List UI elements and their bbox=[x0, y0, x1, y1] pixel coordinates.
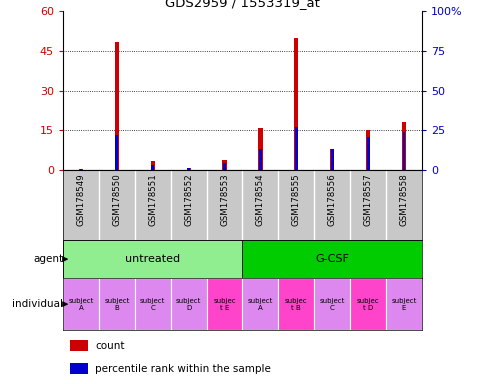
Bar bbox=[187, 168, 190, 170]
Text: subject
E: subject E bbox=[391, 298, 416, 311]
Text: GSM178550: GSM178550 bbox=[112, 174, 121, 227]
Bar bbox=[330, 149, 333, 170]
Bar bbox=[151, 161, 154, 170]
Bar bbox=[366, 137, 369, 170]
Text: GSM178555: GSM178555 bbox=[291, 174, 300, 227]
Text: untreated: untreated bbox=[125, 254, 180, 264]
Text: subjec
t D: subjec t D bbox=[356, 298, 378, 311]
Bar bbox=[294, 127, 297, 170]
Text: subjec
t B: subjec t B bbox=[285, 298, 307, 311]
Text: GSM178551: GSM178551 bbox=[148, 174, 157, 227]
Text: subject
C: subject C bbox=[319, 298, 344, 311]
Bar bbox=[242, 278, 278, 330]
Text: G-CSF: G-CSF bbox=[315, 254, 348, 264]
Text: GSM178554: GSM178554 bbox=[256, 174, 264, 227]
Bar bbox=[223, 163, 226, 170]
Text: subject
A: subject A bbox=[247, 298, 272, 311]
Bar bbox=[70, 363, 88, 374]
Bar bbox=[365, 131, 369, 170]
Bar bbox=[330, 149, 333, 170]
Bar bbox=[63, 278, 99, 330]
Text: GSM178553: GSM178553 bbox=[220, 174, 228, 227]
Text: GSM178558: GSM178558 bbox=[399, 174, 408, 227]
Bar bbox=[314, 278, 349, 330]
Bar bbox=[99, 278, 135, 330]
Bar bbox=[151, 165, 154, 170]
Text: individual: individual bbox=[12, 299, 63, 309]
Bar bbox=[294, 38, 298, 170]
Bar bbox=[115, 41, 119, 170]
Text: agent: agent bbox=[33, 254, 63, 264]
Bar bbox=[186, 167, 190, 170]
Bar bbox=[278, 278, 314, 330]
Bar bbox=[258, 149, 261, 170]
Title: GDS2959 / 1553319_at: GDS2959 / 1553319_at bbox=[165, 0, 319, 8]
Text: subject
A: subject A bbox=[68, 298, 93, 311]
Bar bbox=[385, 278, 421, 330]
Bar bbox=[79, 169, 83, 170]
Text: GSM178549: GSM178549 bbox=[76, 174, 85, 226]
Bar bbox=[258, 128, 262, 170]
Bar bbox=[401, 122, 405, 170]
Bar bbox=[70, 340, 88, 351]
Bar bbox=[222, 160, 226, 170]
Bar bbox=[63, 240, 242, 278]
Bar bbox=[79, 169, 82, 170]
Text: count: count bbox=[95, 341, 124, 351]
Bar bbox=[206, 278, 242, 330]
Text: GSM178557: GSM178557 bbox=[363, 174, 372, 227]
Text: GSM178556: GSM178556 bbox=[327, 174, 336, 227]
Text: GSM178552: GSM178552 bbox=[184, 174, 193, 227]
Bar bbox=[402, 132, 405, 170]
Bar bbox=[170, 278, 206, 330]
Bar bbox=[135, 278, 170, 330]
Text: subject
B: subject B bbox=[104, 298, 129, 311]
Text: percentile rank within the sample: percentile rank within the sample bbox=[95, 364, 271, 374]
Bar bbox=[349, 278, 385, 330]
Text: subjec
t E: subjec t E bbox=[213, 298, 235, 311]
Bar bbox=[115, 135, 118, 170]
Bar bbox=[242, 240, 421, 278]
Text: subject
D: subject D bbox=[176, 298, 201, 311]
Text: subject
C: subject C bbox=[140, 298, 165, 311]
